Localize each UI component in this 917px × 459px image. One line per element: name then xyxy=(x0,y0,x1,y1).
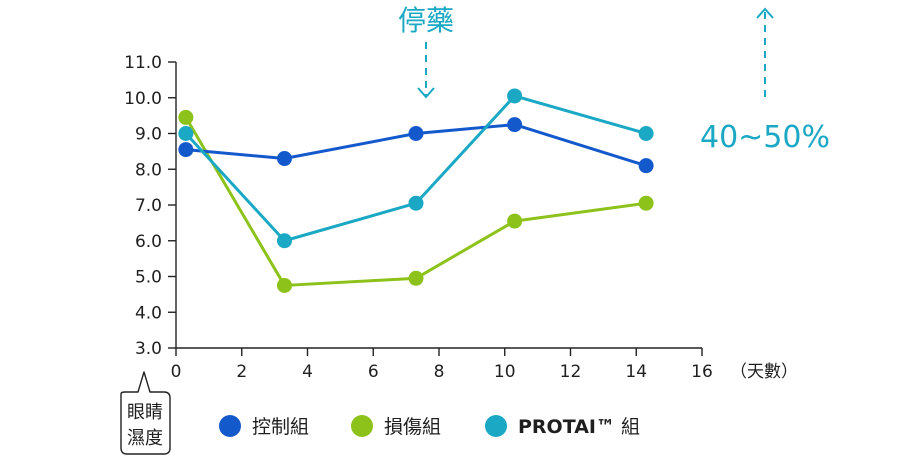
data-point xyxy=(408,126,424,141)
series-layer xyxy=(178,88,654,293)
x-tick-label: 6 xyxy=(368,362,379,382)
data-point xyxy=(638,195,654,211)
y-tick-label: 4.0 xyxy=(135,303,162,323)
data-point xyxy=(178,126,194,141)
data-point xyxy=(276,233,292,249)
y-tick-label: 7.0 xyxy=(135,196,162,216)
legend-label-protai: PROTAI™ 組 xyxy=(518,416,640,438)
series-2 xyxy=(178,88,654,249)
legend-label-control: 控制組 xyxy=(252,416,309,438)
legend-label-protai-suffix: 組 xyxy=(615,416,640,438)
data-point xyxy=(276,277,292,293)
y-axis-label-bubble xyxy=(120,371,171,455)
x-tick-label: 14 xyxy=(625,362,647,382)
y-tick-label: 11.0 xyxy=(124,53,162,73)
data-point xyxy=(638,126,654,141)
increase-arrow xyxy=(756,7,774,98)
data-point xyxy=(408,195,424,211)
x-tick-label: 2 xyxy=(236,362,247,382)
data-point xyxy=(178,142,194,158)
legend-marker-damage xyxy=(351,415,373,437)
y-axis-label-line-1: 眼睛 xyxy=(127,402,163,423)
y-ticks: 3.0 4.0 5.0 6.0 7.0 8.0 9.0 10.0 11.0 xyxy=(124,53,176,359)
x-tick-label: 8 xyxy=(434,362,445,382)
x-unit-label: （天數） xyxy=(730,362,798,382)
y-tick-label: 8.0 xyxy=(135,160,162,180)
series-1 xyxy=(178,109,654,293)
y-tick-label: 3.0 xyxy=(135,339,162,359)
x-tick-label: 12 xyxy=(560,362,582,382)
data-point xyxy=(507,117,523,133)
data-point xyxy=(276,151,292,167)
y-tick-label: 9.0 xyxy=(135,125,162,145)
data-point xyxy=(408,270,424,286)
data-point xyxy=(178,109,194,125)
legend: 控制組 損傷組 PROTAI™ 組 xyxy=(219,415,640,438)
series-0 xyxy=(178,117,654,174)
y-axis-label-line-2: 濕度 xyxy=(127,428,163,449)
y-tick-label: 5.0 xyxy=(135,268,162,288)
y-tick-label: 10.0 xyxy=(124,89,162,109)
x-tick-label: 4 xyxy=(302,362,313,382)
data-point xyxy=(507,88,523,104)
x-tick-label: 16 xyxy=(691,362,713,382)
x-tick-label: 10 xyxy=(494,362,516,382)
stop-medication-arrow xyxy=(417,42,435,99)
stop-medication-label: 停藥 xyxy=(398,4,454,37)
legend-marker-protai xyxy=(485,415,507,437)
data-point xyxy=(638,158,654,174)
increase-percent-label: 40~50% xyxy=(700,120,830,155)
data-point xyxy=(507,213,523,229)
x-ticks: 0 2 4 6 8 10 12 14 16 xyxy=(171,348,713,382)
legend-label-protai-brand: PROTAI™ xyxy=(518,416,615,438)
x-tick-label: 0 xyxy=(171,362,182,382)
series-line xyxy=(184,94,647,243)
y-tick-label: 6.0 xyxy=(135,232,162,252)
legend-marker-control xyxy=(219,415,241,437)
legend-label-damage: 損傷組 xyxy=(384,416,441,438)
